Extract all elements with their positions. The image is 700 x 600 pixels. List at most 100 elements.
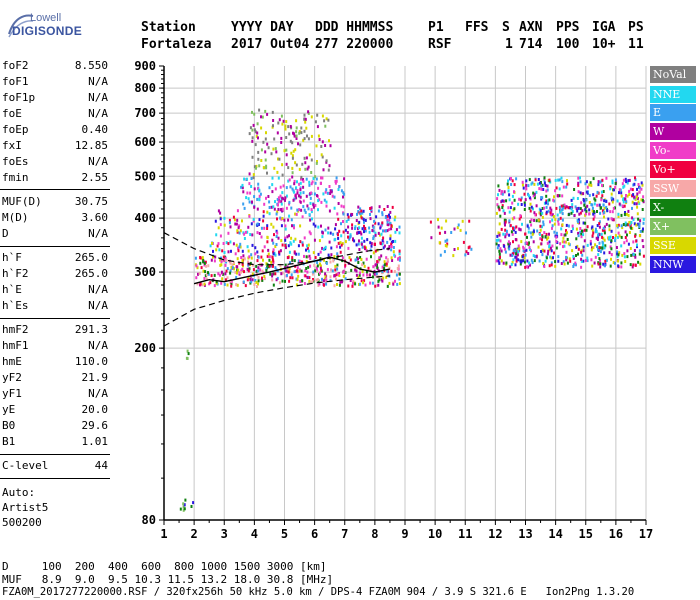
echo-point <box>241 259 244 262</box>
echo-point <box>321 140 324 144</box>
echo-point <box>464 253 467 257</box>
echo-point <box>300 126 303 130</box>
echo-point <box>328 209 331 213</box>
echo-point <box>258 188 261 192</box>
echo-point <box>360 232 363 236</box>
echo-point <box>324 228 327 232</box>
echo-point <box>620 235 623 239</box>
echo-point <box>620 194 623 198</box>
echo-point <box>498 208 501 212</box>
echo-point <box>292 224 295 228</box>
echo-point <box>611 179 614 183</box>
echo-point <box>325 282 328 286</box>
echo-point <box>279 249 282 253</box>
echo-point <box>325 200 328 204</box>
echo-point <box>256 197 259 201</box>
echo-point <box>283 149 286 153</box>
echo-point <box>275 212 278 216</box>
echo-point <box>351 213 354 216</box>
echo-point <box>446 242 449 246</box>
echo-point <box>509 224 512 228</box>
echo-point <box>566 231 568 235</box>
echo-point <box>321 231 324 235</box>
echo-point <box>539 224 542 228</box>
echo-point <box>498 233 501 237</box>
echo-point <box>238 245 241 249</box>
echo-point <box>577 252 579 256</box>
echo-point <box>512 226 514 230</box>
echo-point <box>205 273 208 277</box>
echo-point <box>594 243 597 247</box>
echo-point <box>209 244 212 248</box>
echo-point <box>293 179 296 183</box>
echo-point <box>272 147 275 151</box>
echo-point <box>267 195 270 198</box>
echo-point <box>618 202 621 206</box>
echo-point <box>356 227 359 231</box>
echo-point <box>545 199 548 203</box>
echo-point <box>232 261 235 264</box>
echo-point <box>372 275 374 279</box>
param-value: 265.0 <box>74 267 108 280</box>
param-value: 29.6 <box>81 419 109 432</box>
echo-point <box>332 259 335 263</box>
echo-point <box>508 193 511 197</box>
echo-point <box>271 238 274 242</box>
echo-point <box>617 214 620 218</box>
echo-point <box>306 244 309 248</box>
echo-point <box>445 219 448 223</box>
echo-point <box>241 262 244 266</box>
echo-point <box>519 198 522 202</box>
echo-point <box>590 183 593 187</box>
echo-point <box>256 231 259 235</box>
echo-point <box>239 245 242 249</box>
echo-point <box>252 123 255 127</box>
echo-point <box>569 259 572 263</box>
echo-point <box>364 247 366 251</box>
echo-point <box>638 234 641 238</box>
digisonde-logo <box>6 10 70 42</box>
echo-point <box>369 213 371 216</box>
echo-point <box>627 209 630 213</box>
echo-point <box>313 263 316 267</box>
echo-point <box>437 225 440 229</box>
echo-point <box>247 260 249 264</box>
echo-point <box>521 255 524 259</box>
echo-point <box>269 272 272 276</box>
footer-distance-row: D 100 200 400 600 800 1000 1500 3000 [km… <box>2 560 327 573</box>
echo-point <box>563 203 566 207</box>
echo-point <box>328 164 331 168</box>
echo-point <box>515 257 518 261</box>
echo-point <box>230 265 233 269</box>
echo-point <box>335 176 338 180</box>
echo-point <box>639 186 641 190</box>
echo-point <box>293 190 296 194</box>
echo-point <box>219 217 222 221</box>
x-tick-label: 5 <box>281 527 288 541</box>
echo-point <box>512 252 515 256</box>
echo-point <box>362 281 365 285</box>
echo-point <box>605 199 608 203</box>
echo-point <box>195 276 198 280</box>
echo-point <box>251 155 254 159</box>
echo-point <box>515 255 518 259</box>
echo-point <box>354 227 356 230</box>
echo-point <box>601 243 604 247</box>
echo-point <box>280 208 283 211</box>
echo-point <box>631 265 634 269</box>
echo-point <box>632 263 635 267</box>
echo-point <box>242 202 245 206</box>
echo-point <box>271 256 274 259</box>
echo-point <box>577 231 580 235</box>
echo-point <box>337 202 340 205</box>
echo-point <box>381 279 384 283</box>
y-tick-label: 900 <box>134 59 156 73</box>
echo-point <box>535 190 538 194</box>
echo-point <box>265 164 268 168</box>
echo-point <box>305 194 308 198</box>
echo-point <box>281 217 284 220</box>
echo-point <box>358 239 360 243</box>
echo-point <box>299 188 302 192</box>
echo-point <box>622 178 625 182</box>
echo-point <box>631 206 633 210</box>
